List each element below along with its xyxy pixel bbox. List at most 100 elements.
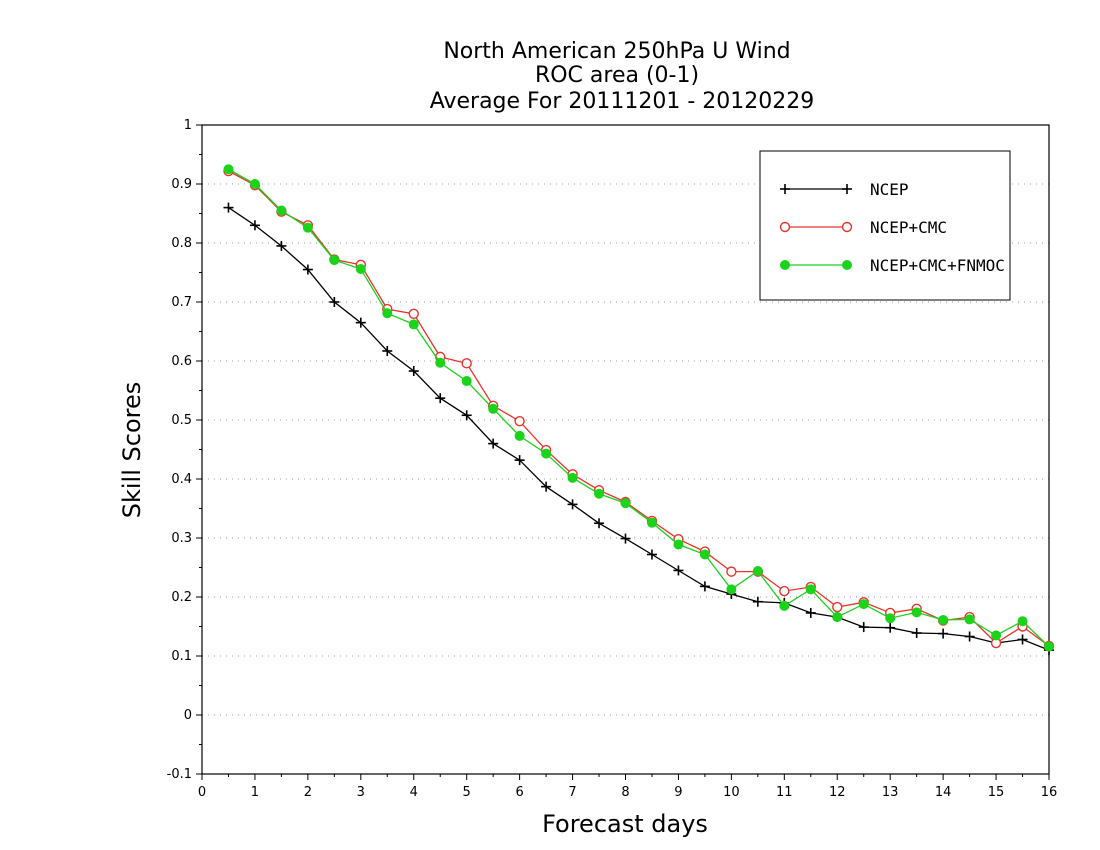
data-point <box>276 240 287 251</box>
data-point <box>461 410 472 421</box>
y-tick-label: 0.2 <box>171 590 192 605</box>
data-point <box>302 222 313 233</box>
data-point <box>646 517 657 528</box>
y-tick-label: 0.9 <box>171 177 192 192</box>
data-point <box>673 565 684 576</box>
legend-marker <box>842 260 852 270</box>
x-tick-label: 6 <box>515 785 523 800</box>
legend-marker <box>842 184 852 194</box>
data-point <box>382 308 393 319</box>
data-point <box>488 403 499 414</box>
data-point <box>858 599 869 610</box>
y-tick-label: 0.8 <box>171 236 192 251</box>
legend-box <box>759 150 1011 301</box>
data-point <box>488 438 499 449</box>
y-tick-label: -0.1 <box>167 767 192 782</box>
x-tick-label: 1 <box>251 785 259 800</box>
data-point <box>514 455 525 466</box>
data-point <box>594 518 605 529</box>
y-tick-label: 1 <box>184 118 192 133</box>
data-point <box>752 566 763 577</box>
data-point <box>911 607 922 618</box>
data-point <box>435 393 446 404</box>
data-point <box>329 255 340 266</box>
data-point <box>991 630 1002 641</box>
chart-title-line-2: ROC area (0-1) <box>535 63 699 88</box>
data-point <box>1017 616 1028 627</box>
y-tick-label: 0.4 <box>171 472 192 487</box>
x-tick-label: 8 <box>621 785 629 800</box>
legend-marker <box>780 260 790 270</box>
y-tick-label: 0.7 <box>171 295 192 310</box>
x-tick-label: 13 <box>882 785 899 800</box>
data-point <box>620 533 631 544</box>
data-point <box>938 628 949 639</box>
data-point <box>911 627 922 638</box>
series-layer <box>223 164 1055 656</box>
data-point <box>408 308 419 319</box>
data-point <box>964 631 975 642</box>
data-point <box>779 600 790 611</box>
legend-label: NCEP+CMC+FNMOC <box>870 256 1005 275</box>
data-point <box>646 549 657 560</box>
legend-item: NCEP+CMC <box>779 218 947 237</box>
x-tick-label: 3 <box>357 785 365 800</box>
data-point <box>408 366 419 377</box>
legend-label: NCEP+CMC <box>870 218 947 237</box>
x-tick-label: 2 <box>304 785 312 800</box>
legend-marker <box>779 221 791 233</box>
x-tick-label: 10 <box>723 785 740 800</box>
data-point <box>699 581 710 592</box>
legend: NCEP NCEP+CMC NCEP+CMC+FNMOC <box>759 150 1011 301</box>
x-tick-label: 9 <box>674 785 682 800</box>
x-tick-label: 12 <box>829 785 846 800</box>
data-point <box>1017 634 1028 645</box>
data-point <box>726 566 737 577</box>
data-point <box>329 297 340 307</box>
data-point <box>964 614 975 625</box>
data-point <box>832 601 843 613</box>
data-point <box>673 539 684 550</box>
data-point <box>514 430 525 441</box>
x-tick-label: 14 <box>935 785 952 800</box>
y-tick-label: 0.1 <box>171 649 192 664</box>
data-point <box>620 498 631 509</box>
chart-title-line-1: North American 250hPa U Wind <box>443 39 790 64</box>
x-tick-label: 11 <box>776 785 793 800</box>
data-point <box>726 584 737 595</box>
y-tick-label: 0 <box>184 708 192 723</box>
data-point <box>779 585 790 597</box>
data-point <box>752 596 763 607</box>
y-tick-label: 0.3 <box>171 531 192 546</box>
data-point <box>249 179 260 189</box>
legend-label: NCEP <box>870 180 909 199</box>
data-point <box>699 549 710 560</box>
x-tick-label: 5 <box>463 785 471 800</box>
y-tick-label: 0.5 <box>171 413 192 428</box>
legend-marker <box>841 221 853 233</box>
x-tick-label: 0 <box>198 785 206 800</box>
series-ncep-cmc-fnmoc <box>223 164 1054 652</box>
data-point <box>408 319 419 330</box>
data-point <box>938 615 949 626</box>
data-point <box>223 202 234 213</box>
data-point <box>885 622 896 633</box>
data-point <box>223 164 234 175</box>
data-point <box>805 607 816 618</box>
data-point <box>832 612 843 623</box>
data-point <box>567 499 578 510</box>
x-axis-label: Forecast days <box>542 810 708 838</box>
data-point <box>567 472 578 483</box>
data-point <box>1044 641 1054 652</box>
data-point <box>541 481 552 492</box>
axis-ticks: -0.100.10.20.30.40.50.60.70.80.910 1 2 3 4 5 6… <box>167 118 1058 800</box>
x-tick-label: 7 <box>568 785 576 800</box>
data-point <box>276 205 287 216</box>
data-point <box>541 448 552 459</box>
chart-title-line-3: Average For 20111201 - 20120229 <box>430 89 815 114</box>
data-point <box>805 584 816 595</box>
data-point <box>461 376 472 387</box>
data-point <box>249 220 260 231</box>
x-tick-label: 15 <box>988 785 1005 800</box>
data-point <box>594 488 605 499</box>
